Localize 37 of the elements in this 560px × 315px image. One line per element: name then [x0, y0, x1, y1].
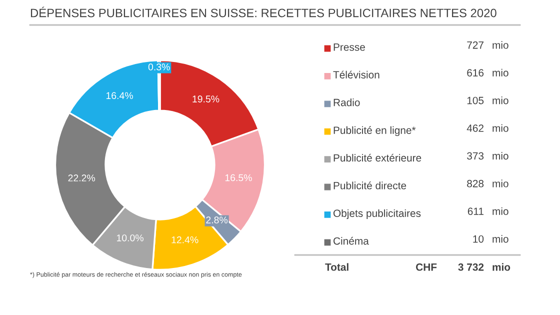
data-label: 10.0% [116, 234, 144, 242]
legend-label: Radio [334, 98, 360, 106]
chart-title: DÉPENSES PUBLICITAIRES EN SUISSE: RECETTES PUBLICITAIRES NETTES 2020 [30, 6, 496, 18]
legend-label: Publicité directe [334, 182, 406, 190]
legend-label: Objets publicitaires [333, 209, 421, 220]
text: 727 [467, 41, 484, 49]
text: mio [492, 124, 508, 132]
data-label: 2.8% [206, 216, 228, 224]
data-label: 12.4% [172, 236, 198, 244]
text: 462 [466, 124, 484, 132]
data-label: 16.4% [106, 92, 133, 100]
data-label: 0.3% [148, 64, 170, 70]
text: mio [492, 68, 508, 76]
text: 611 [468, 208, 484, 215]
text: Total [325, 263, 348, 271]
text: mio [492, 152, 508, 160]
text: 828 [467, 180, 484, 188]
text: 616 [467, 69, 484, 76]
text: 10 [473, 235, 484, 243]
legend-label: Cinéma [334, 236, 369, 245]
legend-label: Presse [334, 44, 365, 51]
data-label: 19.5% [192, 96, 220, 102]
text: mio [492, 180, 508, 188]
text: CHF [416, 263, 437, 271]
text: 105 [467, 96, 484, 104]
text: mio [492, 235, 508, 243]
legend-label: Publicité en ligne* [334, 126, 416, 136]
legend-label: Télévision [333, 70, 380, 78]
text: mio [492, 96, 508, 104]
text: 373 [467, 152, 484, 160]
data-label: 16.5% [225, 174, 252, 182]
text: mio [492, 207, 508, 215]
text: 3 732 [458, 263, 484, 271]
legend-label: Publicité extérieure [334, 154, 422, 162]
text: mio [492, 41, 508, 49]
text: mio [492, 263, 510, 271]
data-label: 22.2% [68, 174, 96, 182]
